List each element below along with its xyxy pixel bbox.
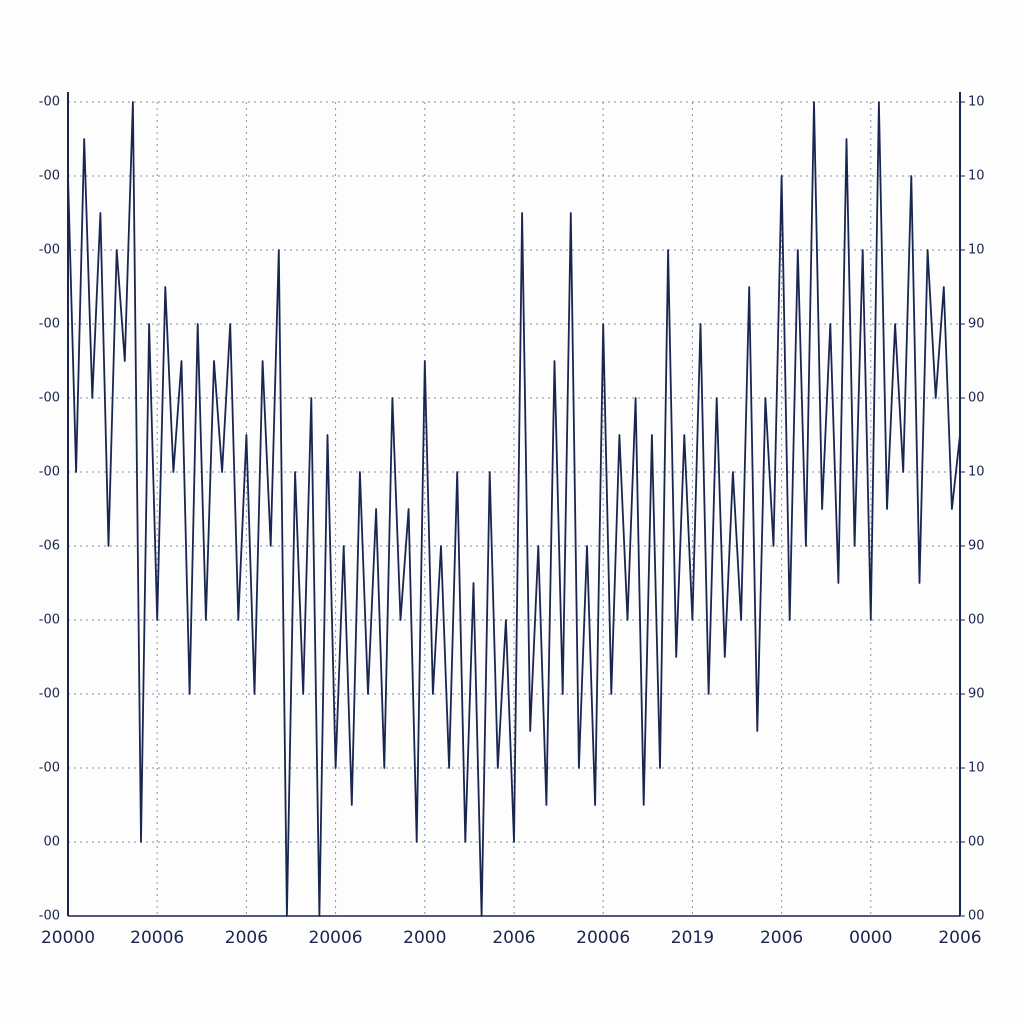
y2-tick-label: 90 — [968, 687, 985, 702]
y2-tick-label: 90 — [968, 317, 985, 332]
x-tick-label: 2006 — [938, 928, 981, 948]
x-tick-label: 20000 — [41, 928, 95, 948]
data-line — [67, 101, 961, 917]
y2-tick-label: 10 — [968, 169, 985, 184]
y-tick-label: -00 — [39, 687, 60, 702]
y2-tick-label: 10 — [968, 95, 985, 110]
x-tick-label: 2000 — [403, 928, 446, 948]
x-tick-label: 20006 — [309, 928, 363, 948]
y-tick-label: -00 — [39, 465, 60, 480]
y-tick-label: -00 — [39, 391, 60, 406]
y-tick-label: -00 — [39, 909, 60, 924]
x-tick-label: 2006 — [760, 928, 803, 948]
y2-tick-label: 10 — [968, 243, 985, 258]
y2-tick-label: 10 — [968, 465, 985, 480]
x-tick-label: 2006 — [492, 928, 535, 948]
y2-tick-label: 00 — [968, 909, 985, 924]
y-tick-label: -06 — [39, 539, 60, 554]
y2-tick-label: 00 — [968, 391, 985, 406]
x-tick-label: 20006 — [576, 928, 630, 948]
y-tick-label: -00 — [39, 95, 60, 110]
y2-tick-label: 10 — [968, 761, 985, 776]
y-tick-label: -00 — [39, 317, 60, 332]
y-tick-label: -00 — [39, 613, 60, 628]
x-tick-label: 2006 — [225, 928, 268, 948]
x-tick-label: 2019 — [671, 928, 714, 948]
y2-tick-label: 90 — [968, 539, 985, 554]
y-tick-label: -00 — [39, 243, 60, 258]
y-tick-label: -00 — [39, 761, 60, 776]
x-tick-label: 20006 — [130, 928, 184, 948]
x-tick-label: 0000 — [849, 928, 892, 948]
y-tick-label: 00 — [43, 835, 60, 850]
y-tick-label: -00 — [39, 169, 60, 184]
y2-tick-label: 00 — [968, 835, 985, 850]
y2-tick-label: 00 — [968, 613, 985, 628]
